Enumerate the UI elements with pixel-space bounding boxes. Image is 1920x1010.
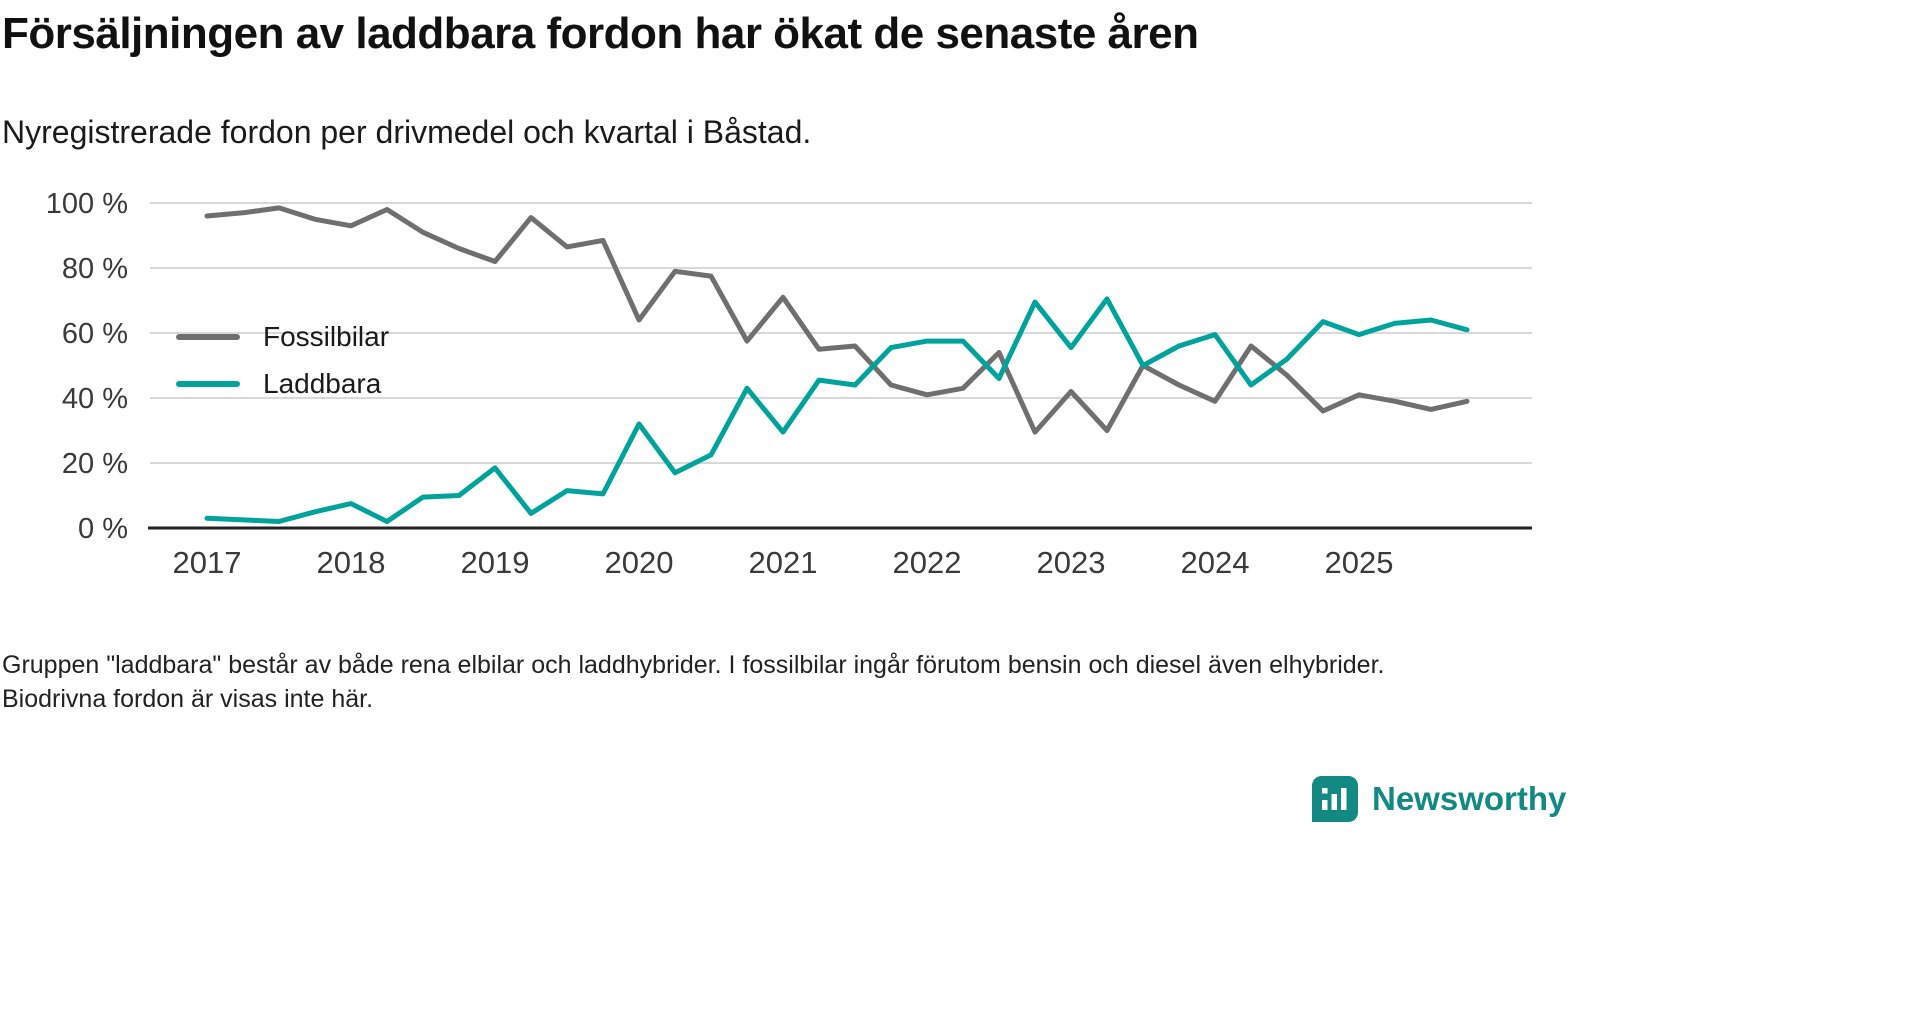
x-tick-label: 2022 [893,545,962,580]
page-title: Försäljningen av laddbara fordon har öka… [2,9,1199,58]
line-chart: 0 % 20 % 40 % 60 % 80 % 100 % 2017 2018 2019 2020… [0,188,1540,608]
x-tick-label: 2024 [1181,545,1250,580]
x-tick-label: 2023 [1037,545,1106,580]
chart-subtitle: Nyregistrerade fordon per drivmedel och … [2,114,812,150]
y-tick-label: 80 % [62,253,128,285]
x-tick-label: 2020 [605,545,674,580]
series-line-laddbara [204,296,1470,524]
y-tick-label: 20 % [62,448,128,480]
y-tick-label: 60 % [62,318,128,350]
legend-label-laddbara: Laddbara [263,368,382,399]
legend-item-laddbara: Laddbara [176,365,389,403]
x-tick-label: 2017 [173,545,242,580]
newsworthy-wordmark: Newsworthy [1372,780,1567,817]
fossilbilar-line-swatch [176,334,240,340]
newsworthy-icon [1312,776,1358,822]
legend-label-fossilbilar: Fossilbilar [263,321,390,352]
newsworthy-logo: Newsworthy [1312,776,1566,822]
chart-canvas: 0 % 20 % 40 % 60 % 80 % 100 % 2017 2018 2019 2020… [46,188,1532,580]
y-tick-label: 40 % [62,383,128,415]
x-tick-label: 2021 [749,545,818,580]
footnote: Gruppen "laddbara" består av både rena e… [2,651,1385,713]
legend-item-fossilbilar: Fossilbilar [176,318,389,356]
series-line-fossilbilar [204,205,1470,435]
x-tick-label: 2019 [461,545,530,580]
chart-legend: Fossilbilar Laddbara [176,318,389,403]
y-tick-label: 0 % [78,513,128,545]
laddbara-line-swatch [176,381,240,387]
x-tick-label: 2025 [1325,545,1394,580]
x-tick-label: 2018 [317,545,386,580]
y-tick-label: 100 % [46,188,128,220]
